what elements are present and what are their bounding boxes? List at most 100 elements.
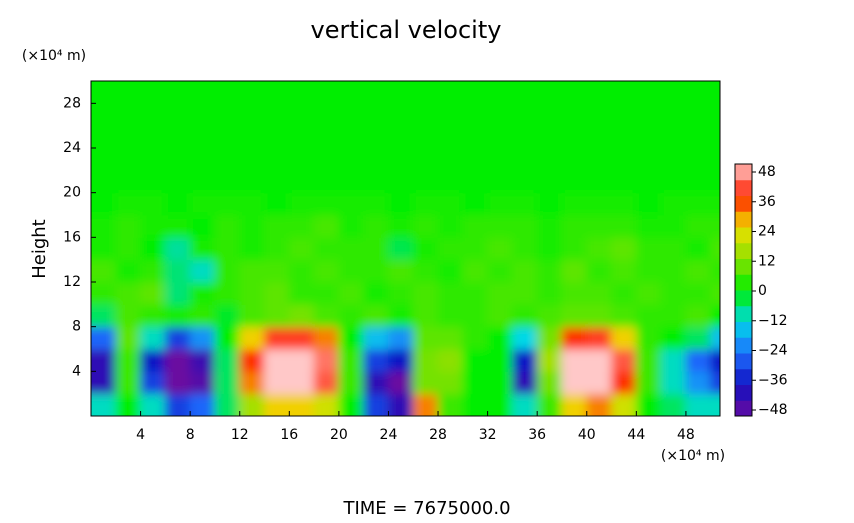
cell xyxy=(214,169,241,194)
chart-title: vertical velocity xyxy=(311,16,502,44)
colorbar-band xyxy=(735,384,752,401)
cell xyxy=(164,348,191,372)
cell xyxy=(437,236,464,261)
cell xyxy=(288,192,315,216)
cell xyxy=(387,102,414,127)
cell xyxy=(91,281,117,305)
cell xyxy=(164,370,191,395)
cell xyxy=(140,81,166,104)
cell xyxy=(313,81,340,104)
cell xyxy=(462,281,489,305)
cell xyxy=(437,125,464,149)
cell xyxy=(412,81,439,104)
cell xyxy=(660,125,687,149)
x-tick-label: 48 xyxy=(677,427,695,443)
cell xyxy=(511,393,538,416)
cell xyxy=(387,236,414,261)
cell xyxy=(511,147,538,171)
colorbar-band xyxy=(735,290,752,307)
cell xyxy=(363,192,389,216)
cell xyxy=(338,147,365,171)
cell xyxy=(363,102,389,127)
y-tick-label: 8 xyxy=(72,319,81,335)
cell xyxy=(239,326,266,350)
cell xyxy=(685,192,712,216)
cell xyxy=(288,125,315,149)
cell xyxy=(164,169,191,194)
colorbar-band xyxy=(735,195,752,212)
cell xyxy=(239,102,266,127)
cell xyxy=(313,192,340,216)
cell xyxy=(536,169,563,194)
cell xyxy=(635,81,662,104)
cell xyxy=(511,102,538,127)
cell xyxy=(611,281,637,305)
cell xyxy=(462,147,489,171)
cell xyxy=(115,236,142,261)
cell xyxy=(561,192,588,216)
cell xyxy=(239,214,266,238)
cell xyxy=(338,259,365,283)
cell xyxy=(91,348,117,372)
cell xyxy=(214,393,241,416)
cell xyxy=(91,393,117,416)
cell xyxy=(437,214,464,238)
cell xyxy=(611,393,637,416)
cell xyxy=(239,192,266,216)
cell xyxy=(710,348,720,372)
cell xyxy=(288,236,315,261)
cell xyxy=(685,393,712,416)
cell xyxy=(313,348,340,372)
y-axis-label: Height xyxy=(29,219,50,279)
cell xyxy=(189,348,216,372)
cell xyxy=(635,303,662,328)
cell xyxy=(140,370,166,395)
cell xyxy=(561,125,588,149)
cell xyxy=(91,236,117,261)
cell xyxy=(412,125,439,149)
cell xyxy=(487,102,513,127)
cell xyxy=(685,125,712,149)
cell xyxy=(115,259,142,283)
cell xyxy=(611,169,637,194)
cell xyxy=(685,81,712,104)
cell xyxy=(685,370,712,395)
cell xyxy=(685,236,712,261)
cell xyxy=(487,259,513,283)
cell xyxy=(437,259,464,283)
cell xyxy=(536,236,563,261)
cell xyxy=(561,147,588,171)
cell xyxy=(635,214,662,238)
cell xyxy=(412,169,439,194)
cell xyxy=(586,169,613,194)
cell xyxy=(313,259,340,283)
cell xyxy=(288,348,315,372)
cell xyxy=(561,281,588,305)
cell xyxy=(561,303,588,328)
cell xyxy=(487,326,513,350)
cell xyxy=(140,192,166,216)
cell xyxy=(363,348,389,372)
cell xyxy=(264,214,290,238)
plot-frame xyxy=(90,80,721,417)
cell xyxy=(313,125,340,149)
cell xyxy=(412,102,439,127)
cell xyxy=(387,281,414,305)
cell xyxy=(288,370,315,395)
colorbar-label: 48 xyxy=(758,164,776,180)
cell xyxy=(338,393,365,416)
cell xyxy=(710,370,720,395)
cell xyxy=(511,236,538,261)
cell xyxy=(387,370,414,395)
cell xyxy=(660,370,687,395)
y-tick-label: 28 xyxy=(63,95,81,111)
cell xyxy=(363,147,389,171)
cell xyxy=(635,348,662,372)
cell xyxy=(264,125,290,149)
x-tick-label: 20 xyxy=(330,427,348,443)
cell xyxy=(363,393,389,416)
cell xyxy=(586,81,613,104)
x-tick-label: 4 xyxy=(136,427,145,443)
cell xyxy=(338,125,365,149)
